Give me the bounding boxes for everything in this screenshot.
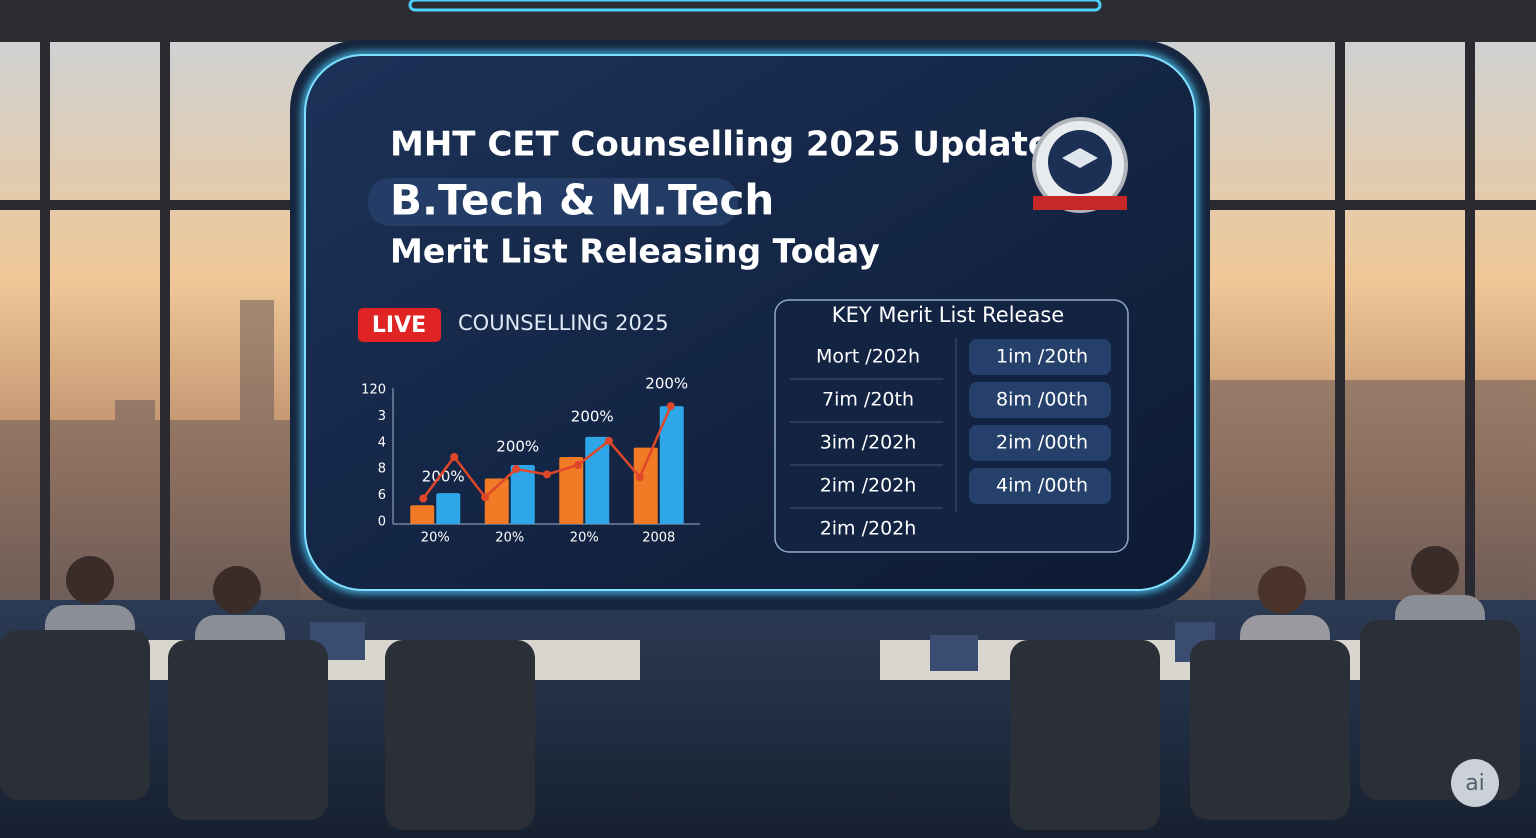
trend-point	[635, 473, 644, 482]
trend-point	[543, 470, 551, 479]
watermark-badge	[1451, 759, 1499, 807]
right-cell: 2im /00th	[996, 432, 1088, 454]
left-cell: 2im /202h	[820, 518, 917, 540]
badge	[1032, 117, 1128, 213]
ceiling	[0, 0, 1536, 42]
right-cell: 1im /20th	[996, 346, 1088, 368]
trend-point	[419, 494, 428, 503]
watermark: ai	[1465, 771, 1485, 796]
annotation: 200%	[496, 438, 539, 456]
trend-point	[450, 453, 459, 461]
y-axis-label: 6	[378, 488, 386, 503]
right-cell: 4im /00th	[996, 475, 1088, 497]
trend-point	[512, 465, 521, 474]
bar	[510, 465, 535, 524]
subtitle-pill	[368, 178, 738, 226]
x-tick-label: 2008	[642, 531, 675, 546]
bar	[559, 457, 584, 524]
screen-title: MHT CET Counselling 2025 Updates	[390, 125, 1071, 165]
annotation: 200%	[422, 468, 465, 486]
x-tick-label: 20%	[570, 531, 599, 546]
right-cell-pill	[969, 339, 1111, 375]
trend-point	[573, 461, 582, 470]
bar	[585, 436, 610, 524]
bar	[410, 505, 435, 524]
trend-point	[666, 402, 675, 411]
live-badge	[358, 308, 441, 342]
live-label: LIVE	[372, 313, 426, 338]
left-cell: 2im /202h	[820, 475, 917, 497]
y-axis-label: 8	[378, 462, 386, 477]
screen-tagline: Merit List Releasing Today	[390, 232, 880, 271]
ceiling-light	[408, 0, 1102, 12]
bar	[436, 493, 461, 524]
table-title: KEY Merit List Release	[832, 303, 1064, 327]
annotation: 200%	[571, 407, 614, 425]
y-axis-label: 3	[378, 409, 386, 424]
right-cell-pill	[969, 425, 1111, 461]
y-axis-label: 4	[378, 435, 386, 450]
right-cell-pill	[969, 382, 1111, 418]
y-axis-label: 120	[361, 383, 386, 398]
y-axis-label: 0	[378, 515, 386, 530]
screen-subtitle: B.Tech & M.Tech	[390, 176, 774, 225]
window-frames	[0, 40, 1536, 620]
trend-point	[604, 436, 613, 445]
x-tick-label: 20%	[495, 531, 524, 546]
right-cell-pill	[969, 468, 1111, 504]
right-cell: 8im /00th	[996, 389, 1088, 411]
live-text: COUNSELLING 2025	[458, 311, 669, 335]
audience	[0, 546, 1520, 830]
chart: 120 3 4 8 6 0 20% 200% 20% 200% 20% 200% 2008 200%	[361, 375, 700, 546]
x-tick-label: 20%	[421, 531, 450, 546]
left-cell: 7im /20th	[822, 389, 914, 411]
bar	[633, 447, 658, 524]
bar	[659, 406, 684, 524]
annotation: 200%	[645, 375, 688, 393]
bar	[484, 478, 509, 524]
left-cell: Mort /202h	[816, 346, 920, 368]
table-body: Mort /202h 7im /20th 3im /202h 2im /202h 2im…	[790, 339, 1111, 540]
trend-point	[481, 493, 490, 502]
left-cell: 3im /202h	[820, 432, 917, 454]
